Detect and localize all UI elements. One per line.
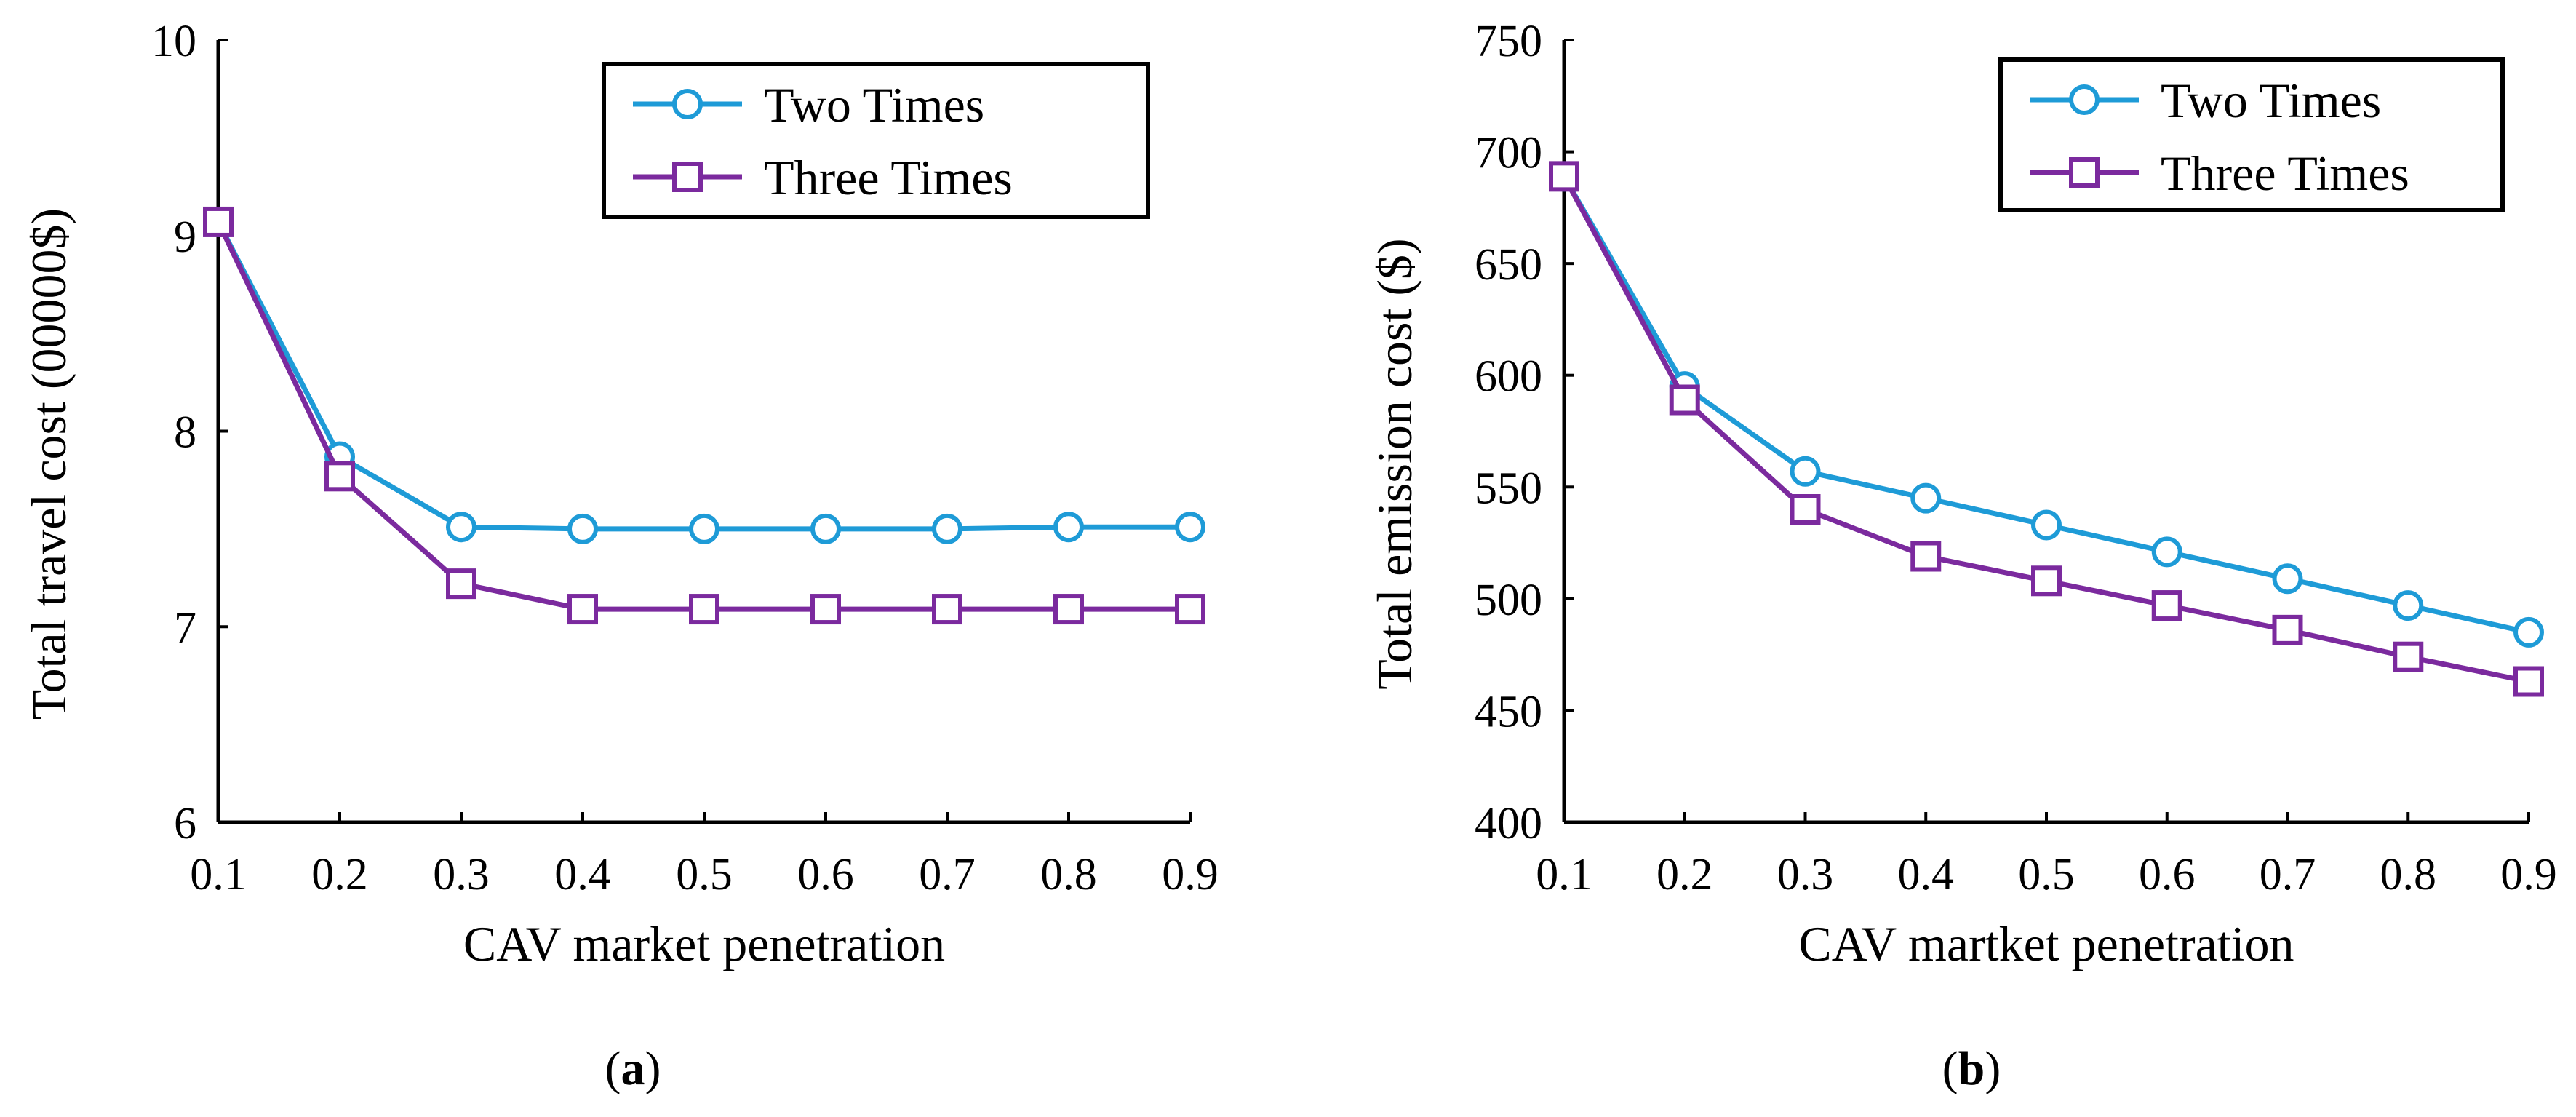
chart-b-x-tick-label: 0.6 bbox=[2139, 850, 2196, 899]
chart-a-panel-label: (a) bbox=[605, 1042, 661, 1095]
chart-a-point-three-times bbox=[567, 594, 598, 625]
chart-a-point-three-times bbox=[446, 568, 476, 600]
chart-a-x-tick-label: 0.3 bbox=[433, 850, 490, 899]
chart-b-legend-label: Two Times bbox=[2161, 73, 2381, 128]
chart-a-legend-box bbox=[602, 62, 1150, 219]
chart-b-y-tick-label: 600 bbox=[1475, 352, 1542, 402]
chart-a-point-two-times bbox=[1175, 512, 1205, 543]
chart-b-point-two-times bbox=[2393, 590, 2424, 621]
chart-b-x-tick-label: 0.4 bbox=[1898, 850, 1955, 899]
chart-b-x-tick-label: 0.1 bbox=[1536, 850, 1592, 899]
chart-b-x-tick-label: 0.8 bbox=[2380, 850, 2437, 899]
chart-b-y-tick-label: 700 bbox=[1475, 129, 1542, 178]
chart-b-point-three-times bbox=[1549, 161, 1579, 192]
chart-b-point-two-times bbox=[2272, 563, 2303, 595]
chart-b-panel-label: (b) bbox=[1942, 1042, 2001, 1095]
chart-a-x-tick-label: 0.5 bbox=[676, 850, 733, 899]
chart-b-point-three-times bbox=[2513, 666, 2544, 697]
chart-a-x-tick-label: 0.4 bbox=[554, 850, 611, 899]
chart-b-y-tick-label: 650 bbox=[1475, 240, 1542, 290]
chart-a-y-tick-label: 6 bbox=[174, 799, 196, 848]
chart-b-x-tick-label: 0.9 bbox=[2500, 850, 2557, 899]
chart-a-x-tick-label: 0.8 bbox=[1040, 850, 1097, 899]
chart-a-point-two-times bbox=[689, 513, 719, 544]
chart-a-point-two-times bbox=[932, 513, 962, 544]
chart-a-point-three-times bbox=[203, 206, 234, 237]
chart-b-point-two-times bbox=[1790, 456, 1821, 487]
chart-a-legend-marker-three-times bbox=[672, 162, 703, 192]
chart-a-y-tick-label: 7 bbox=[174, 603, 196, 653]
chart-b-point-three-times bbox=[2151, 590, 2182, 621]
chart-b-point-three-times bbox=[2031, 565, 2062, 597]
chart-b-x-tick-label: 0.2 bbox=[1656, 850, 1713, 899]
chart-a-point-three-times bbox=[1175, 594, 1205, 625]
chart-a-point-two-times bbox=[810, 513, 841, 544]
chart-a-y-tick-label: 10 bbox=[151, 17, 196, 66]
chart-a-point-two-times bbox=[567, 513, 598, 544]
chart-a-point-two-times bbox=[1053, 512, 1084, 543]
chart-b-x-tick-label: 0.7 bbox=[2260, 850, 2316, 899]
chart-b-y-tick-label: 500 bbox=[1475, 576, 1542, 625]
chart-a-point-three-times bbox=[810, 594, 841, 625]
chart-b-point-two-times bbox=[2151, 536, 2182, 568]
chart-b-point-three-times bbox=[2393, 641, 2424, 672]
chart-b-y-tick-label: 750 bbox=[1475, 17, 1542, 66]
chart-b-point-three-times bbox=[1669, 384, 1700, 416]
chart-a-point-three-times bbox=[689, 594, 719, 625]
chart-a-point-three-times bbox=[324, 461, 355, 492]
chart-a-legend-marker-two-times bbox=[672, 89, 703, 119]
chart-a-legend-label: Two Times bbox=[764, 77, 984, 132]
chart-b-y-tick-label: 550 bbox=[1475, 464, 1542, 513]
chart-b-point-three-times bbox=[1910, 541, 1942, 572]
chart-b-y-tick-label: 450 bbox=[1475, 687, 1542, 736]
chart-b-legend-marker-three-times bbox=[2069, 157, 2100, 188]
chart-a-x-tick-label: 0.2 bbox=[311, 850, 368, 899]
chart-b-point-three-times bbox=[1790, 494, 1821, 525]
chart-b-legend-marker-two-times bbox=[2069, 84, 2100, 115]
chart-a-x-axis-title: CAV market penetration bbox=[463, 916, 945, 971]
chart-a-point-three-times bbox=[932, 594, 962, 625]
chart-b-point-two-times bbox=[1910, 482, 1942, 514]
chart-a-x-tick-label: 0.1 bbox=[190, 850, 247, 899]
chart-a-x-tick-label: 0.6 bbox=[797, 850, 854, 899]
chart-b-point-three-times bbox=[2272, 614, 2303, 645]
chart-b-x-tick-label: 0.5 bbox=[2018, 850, 2075, 899]
chart-b-legend-label: Three Times bbox=[2161, 146, 2409, 201]
chart-b-y-tick-label: 400 bbox=[1475, 799, 1542, 848]
chart-a-legend-label: Three Times bbox=[764, 150, 1013, 205]
chart-a-point-three-times bbox=[1053, 594, 1084, 625]
chart-b-x-tick-label: 0.3 bbox=[1777, 850, 1834, 899]
chart-a-y-axis-title: Total travel cost (00000$) bbox=[21, 208, 76, 720]
chart-a-point-two-times bbox=[446, 512, 476, 543]
chart-b-point-two-times bbox=[2513, 616, 2544, 648]
chart-b-point-two-times bbox=[2031, 509, 2062, 541]
chart-a-y-tick-label: 9 bbox=[174, 212, 196, 262]
chart-b-x-axis-title: CAV martket penetration bbox=[1798, 916, 2294, 971]
chart-b-y-axis-title: Total emission cost ($) bbox=[1367, 238, 1422, 689]
chart-a-x-tick-label: 0.9 bbox=[1162, 850, 1219, 899]
chart-a-x-tick-label: 0.7 bbox=[919, 850, 976, 899]
chart-a-y-tick-label: 8 bbox=[174, 408, 196, 458]
